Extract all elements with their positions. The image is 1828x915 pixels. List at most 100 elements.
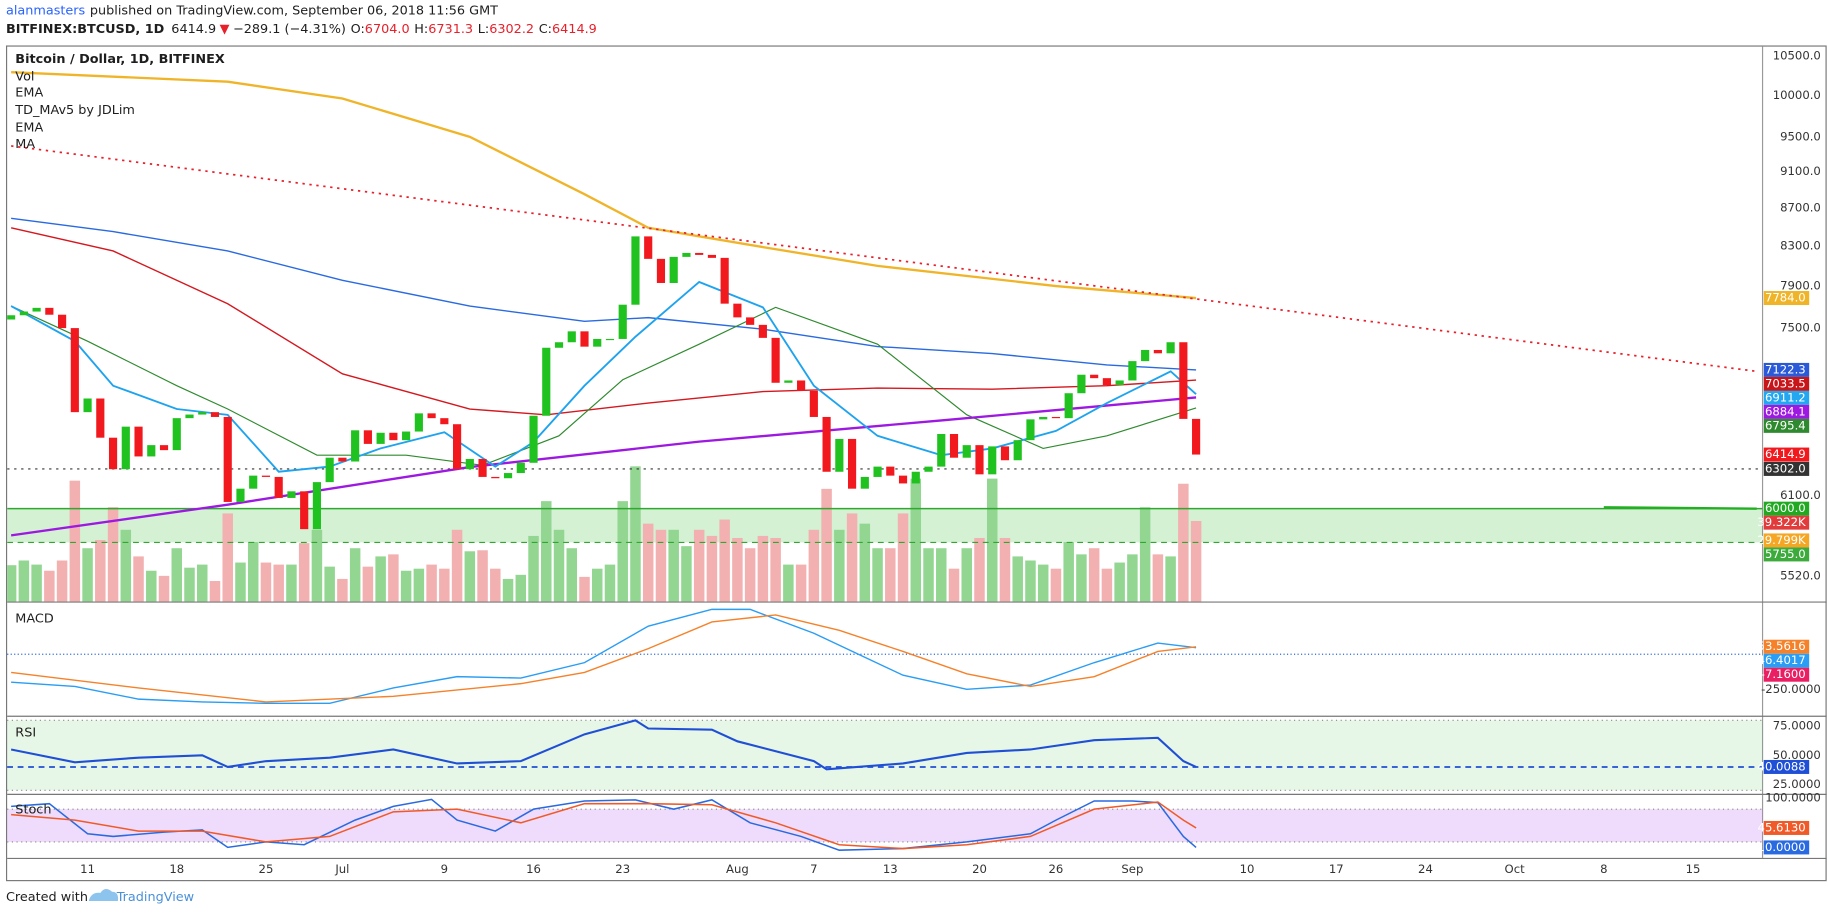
author[interactable]: alanmasters	[6, 3, 86, 18]
volume-bar	[7, 565, 17, 602]
candle-body	[733, 303, 742, 318]
candle-body	[1102, 378, 1111, 386]
volume-bar	[974, 537, 985, 602]
candle-body	[1051, 416, 1061, 419]
logo[interactable]	[88, 889, 119, 902]
symbol: BITFINEX:BTCUSD, 1D	[6, 22, 164, 37]
volume-bar	[732, 537, 743, 602]
volume-bar	[655, 529, 667, 602]
x-tick-label: 17	[1329, 862, 1344, 876]
candle-body	[975, 445, 984, 475]
price-tag	[1763, 376, 1810, 391]
ohlc-value: 6414.9	[552, 22, 597, 37]
volume-bar	[1190, 520, 1202, 602]
candle-body	[886, 466, 895, 476]
indicator-line	[10, 280, 1197, 473]
volume-bar	[1050, 568, 1062, 602]
volume-bar	[44, 570, 55, 602]
candle-body	[707, 254, 716, 258]
volume-bar	[107, 507, 119, 602]
indicator-line	[11, 217, 1197, 371]
x-tick-label: Oct	[1505, 862, 1526, 876]
indicator-line	[11, 70, 1197, 300]
candle-body	[1090, 374, 1099, 379]
indicator-line	[11, 798, 1197, 851]
y-tick-label: 100.0000	[1765, 791, 1821, 805]
indicator-line	[11, 801, 1197, 850]
indicator-line	[10, 227, 1197, 416]
volume-bar	[490, 568, 501, 602]
volume-bar	[502, 578, 514, 602]
volume-bar	[617, 501, 628, 602]
volume-bar	[923, 548, 934, 602]
volume-bar	[209, 580, 221, 602]
price-tag	[1763, 759, 1810, 774]
x-tick-label: 16	[526, 862, 541, 876]
candle-body	[937, 433, 946, 467]
candle-body	[198, 412, 207, 415]
pane-title: MACD	[15, 611, 54, 626]
x-tick-label: 26	[1049, 862, 1064, 876]
volume-bar	[757, 535, 769, 602]
price-tag	[1763, 533, 1810, 548]
x-tick-label: 10	[1240, 862, 1255, 876]
candle-body	[669, 256, 678, 283]
candle-body	[134, 426, 143, 457]
last-price: 6414.9	[171, 22, 216, 37]
x-tick-label: 24	[1418, 862, 1433, 876]
price-tag-label: 10.0000	[1758, 840, 1806, 854]
candle-body	[210, 412, 220, 417]
volume-bar	[541, 501, 552, 602]
price-tag	[1763, 515, 1810, 530]
candle-body	[389, 432, 398, 441]
x-tick-label: 7	[810, 862, 817, 876]
price-tag	[1763, 461, 1810, 476]
x-tick-label: 20	[972, 862, 987, 876]
ohlc-key: L:	[478, 22, 489, 37]
volume-bar	[591, 568, 603, 602]
volume-bar	[286, 564, 297, 602]
candle-body	[605, 338, 615, 341]
indicator-line	[10, 305, 1197, 466]
y-tick-label: 75.0000	[1773, 719, 1821, 733]
y-tick-label: 7500.0	[1780, 321, 1821, 335]
legend-item: MA	[15, 137, 35, 152]
candle-body	[503, 473, 513, 479]
volume-bar	[579, 576, 590, 602]
indicator-line	[1603, 506, 1757, 510]
volume-bar	[477, 550, 488, 602]
volume-bar	[783, 564, 794, 602]
candle-body	[70, 328, 79, 413]
candle-body	[465, 458, 474, 470]
price-tag-label: 7784.0	[1765, 291, 1806, 305]
x-tick-label: Sep	[1121, 862, 1143, 876]
ohlc-key: O:	[351, 22, 365, 37]
volume-bar	[693, 529, 705, 602]
candle-body	[822, 416, 831, 472]
price-tag	[1763, 820, 1810, 835]
volume-bar	[999, 537, 1011, 602]
publish-line: alanmasters published on TradingView.com,…	[6, 3, 498, 18]
candle-body	[1128, 361, 1137, 381]
y-tick-label: 7900.0	[1780, 279, 1821, 293]
volume-bar	[846, 513, 858, 602]
ohlc-key: H:	[414, 22, 428, 37]
candle-body	[58, 314, 67, 329]
volume-bar	[1152, 554, 1164, 602]
candle-body	[746, 317, 755, 325]
volume-bar	[1088, 548, 1100, 602]
volume-bar	[184, 567, 195, 602]
volume-bar	[298, 543, 310, 602]
main-pane	[7, 70, 1763, 602]
published: published on TradingView.com, September …	[90, 3, 498, 18]
candle-body	[797, 380, 806, 391]
price-tag	[1763, 501, 1810, 516]
candle-body	[83, 398, 92, 413]
price-tag	[1763, 390, 1810, 405]
candle-body	[376, 432, 385, 444]
candle-body	[682, 252, 691, 257]
footer-brand[interactable]: TradingView	[116, 890, 194, 905]
candle-body	[949, 433, 959, 458]
